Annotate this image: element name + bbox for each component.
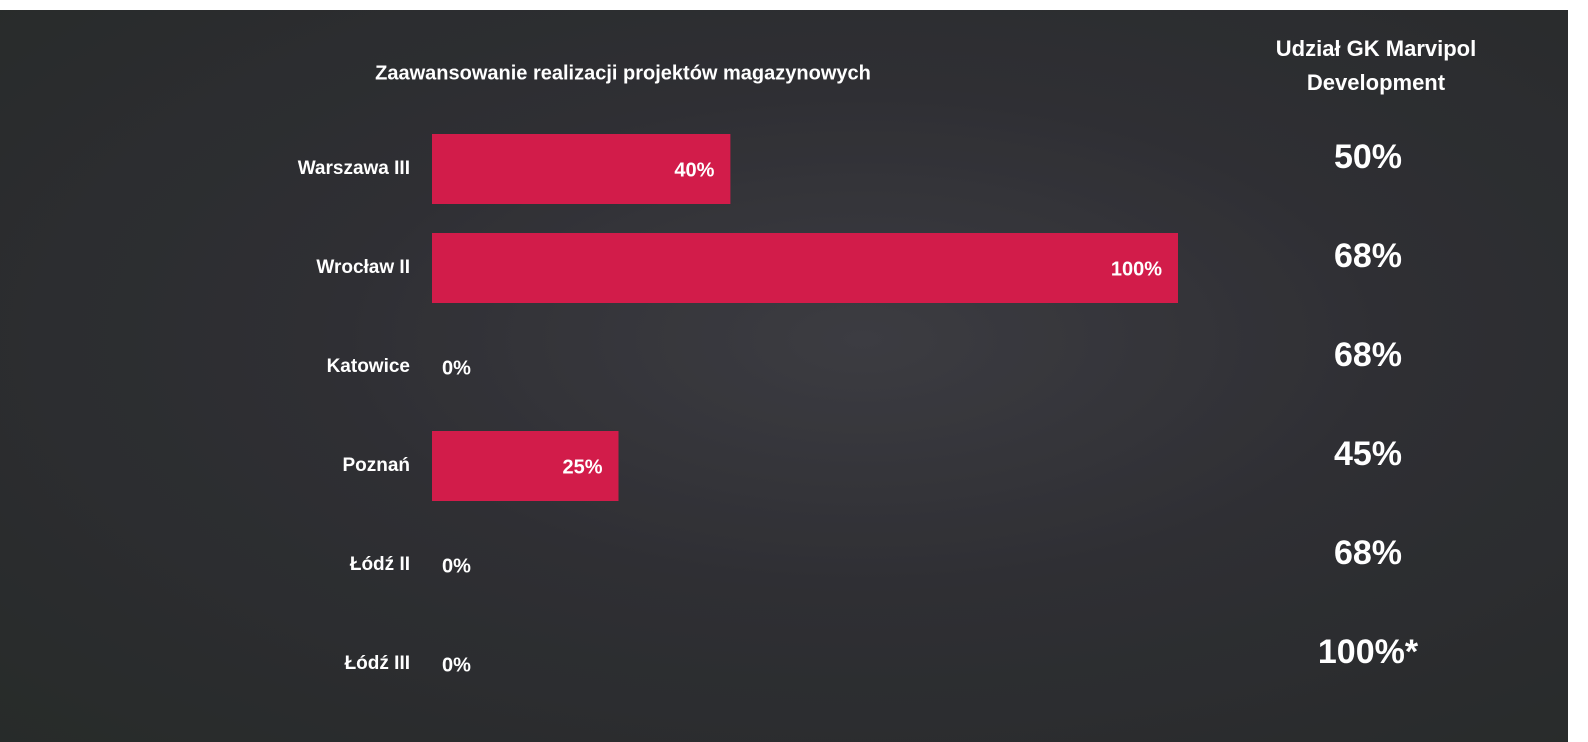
category-label: Poznań bbox=[342, 455, 410, 476]
value-label: 0% bbox=[442, 555, 471, 577]
share-value: 45% bbox=[1334, 435, 1402, 473]
value-label: 0% bbox=[442, 357, 471, 379]
category-label: Wrocław II bbox=[316, 257, 410, 278]
share-value: 50% bbox=[1334, 138, 1402, 176]
share-value: 68% bbox=[1334, 534, 1402, 572]
page: {"chart_data": {"type": "hbar", "title":… bbox=[0, 0, 1588, 742]
share-value: 68% bbox=[1334, 237, 1402, 275]
category-label: Łódź II bbox=[350, 554, 410, 575]
chart: Zaawansowanie realizacji projektów magaz… bbox=[0, 10, 1568, 742]
chart-title: Zaawansowanie realizacji projektów magaz… bbox=[375, 62, 871, 84]
value-label: 0% bbox=[442, 654, 471, 676]
value-label: 25% bbox=[562, 456, 602, 478]
value-label: 40% bbox=[674, 159, 714, 181]
share-value: 68% bbox=[1334, 336, 1402, 374]
share-title: Udział GK Marvipol Development bbox=[1256, 32, 1496, 100]
category-label: Katowice bbox=[327, 356, 410, 377]
background: Zaawansowanie realizacji projektów magaz… bbox=[0, 10, 1568, 742]
category-label: Łódź III bbox=[345, 653, 410, 674]
value-label: 100% bbox=[1111, 258, 1162, 280]
category-label: Warszawa III bbox=[298, 158, 410, 179]
share-value: 100%* bbox=[1318, 633, 1419, 671]
bar bbox=[432, 233, 1178, 303]
